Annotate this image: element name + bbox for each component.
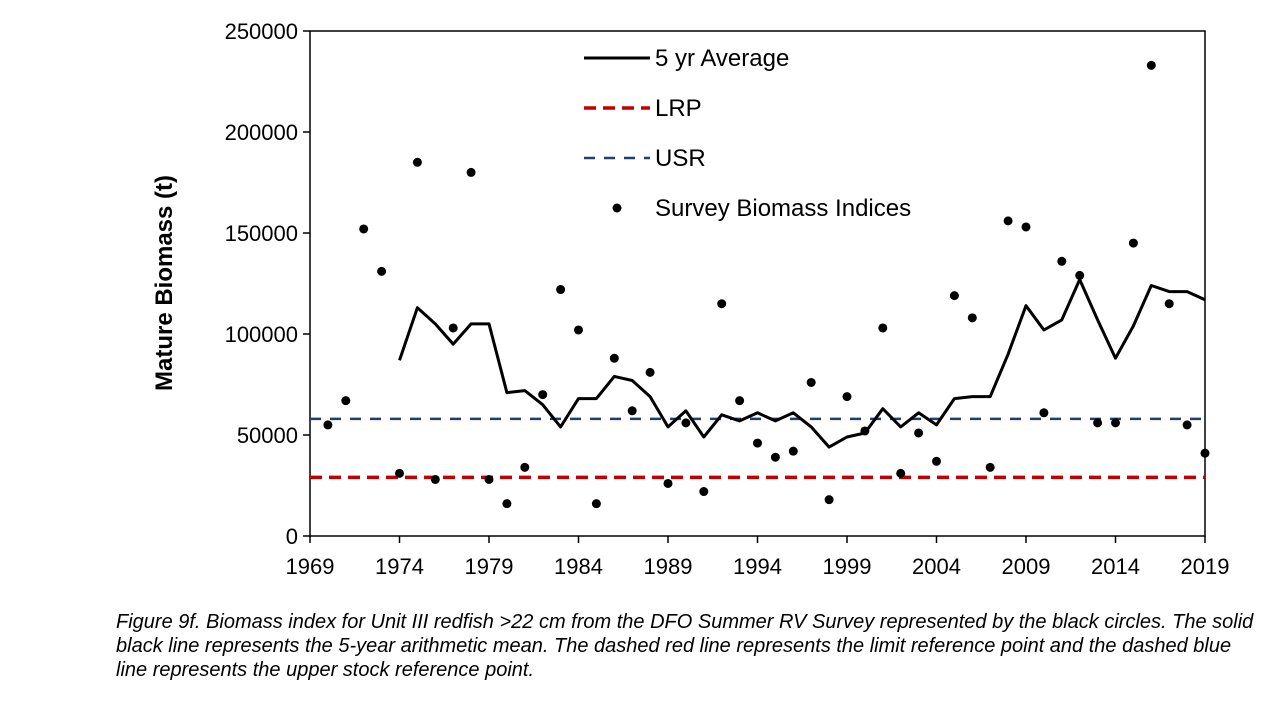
survey-point — [627, 406, 637, 416]
survey-point — [574, 325, 583, 335]
survey-point — [770, 452, 780, 462]
survey-point — [1039, 408, 1049, 418]
legend-swatch-points — [612, 203, 622, 213]
survey-point — [556, 285, 566, 295]
y-tick-label: 250000 — [225, 19, 298, 44]
survey-point — [663, 478, 673, 488]
survey-point — [538, 390, 548, 400]
survey-point — [1021, 222, 1031, 232]
survey-point — [842, 392, 852, 402]
y-axis: 0 50000 100000 150000 200000 250000 — [225, 19, 310, 549]
survey-point — [806, 377, 816, 387]
plot-frame — [309, 30, 1206, 537]
survey-point — [466, 167, 476, 177]
x-tick-label: 2004 — [912, 554, 961, 579]
average-line-group — [398, 278, 1206, 449]
survey-point — [949, 291, 959, 301]
y-tick-label: 150000 — [225, 221, 298, 246]
survey-point — [967, 313, 977, 323]
x-tick-label: 2014 — [1091, 554, 1140, 579]
survey-point — [377, 266, 387, 276]
survey-point — [502, 499, 512, 509]
survey-points — [323, 60, 1210, 509]
x-tick-label: 2009 — [1002, 554, 1051, 579]
survey-point — [412, 157, 422, 167]
survey-point — [1057, 256, 1067, 266]
survey-point — [591, 499, 601, 509]
x-tick-label: 1979 — [465, 554, 514, 579]
y-tick-label: 100000 — [225, 322, 298, 347]
survey-point — [788, 446, 798, 456]
survey-point — [448, 323, 458, 333]
plot-area-border — [309, 30, 1206, 537]
x-tick-label: 1969 — [286, 554, 335, 579]
survey-point — [1200, 448, 1210, 458]
x-tick-label: 1989 — [644, 554, 693, 579]
survey-point — [395, 468, 404, 478]
survey-point — [717, 299, 727, 309]
x-tick-label: 1974 — [375, 554, 424, 579]
reference-lines — [310, 417, 1205, 480]
survey-point — [1164, 299, 1174, 309]
survey-point — [1182, 420, 1192, 430]
legend-label: 5 yr Average — [655, 45, 789, 72]
five-year-average-line — [398, 278, 1206, 449]
legend-label: USR — [655, 145, 706, 172]
survey-point — [914, 428, 924, 438]
y-tick-label: 50000 — [237, 423, 298, 448]
survey-point — [699, 487, 709, 497]
x-tick-label: 1999 — [823, 554, 872, 579]
legend-label: LRP — [655, 95, 702, 122]
x-tick-label: 1994 — [733, 554, 782, 579]
legend: 5 yr Average LRP USR Survey Biomass Indices — [584, 45, 911, 222]
x-tick-label: 2019 — [1181, 554, 1230, 579]
survey-point — [932, 456, 941, 466]
survey-point — [896, 468, 906, 478]
survey-point — [1075, 270, 1085, 280]
survey-point — [645, 367, 655, 377]
survey-point — [985, 462, 995, 472]
x-axis: 1969 1974 1979 1984 1989 1994 1999 2004 2009 2014… — [286, 536, 1230, 579]
survey-point — [1003, 216, 1013, 226]
survey-point — [1093, 418, 1103, 428]
survey-point — [860, 426, 870, 436]
y-tick-label: 0 — [286, 524, 298, 549]
survey-point — [681, 418, 691, 428]
survey-point — [878, 323, 888, 333]
survey-point — [484, 474, 494, 484]
y-tick-label: 200000 — [225, 120, 298, 145]
survey-point — [609, 353, 619, 363]
survey-point — [341, 396, 351, 406]
survey-point — [430, 474, 440, 484]
legend-label: Survey Biomass Indices — [655, 195, 911, 222]
y-axis-label: Mature Biomass (t) — [151, 175, 178, 391]
survey-point — [359, 224, 369, 234]
survey-point — [1128, 238, 1138, 248]
x-tick-label: 1984 — [554, 554, 603, 579]
survey-point — [1146, 60, 1156, 70]
survey-point — [824, 495, 834, 505]
survey-point — [753, 438, 762, 448]
survey-point — [520, 462, 530, 472]
survey-point — [735, 396, 745, 406]
survey-point — [1111, 418, 1120, 428]
survey-point — [323, 420, 333, 430]
figure-caption: Figure 9f. Biomass index for Unit III re… — [116, 611, 1254, 681]
